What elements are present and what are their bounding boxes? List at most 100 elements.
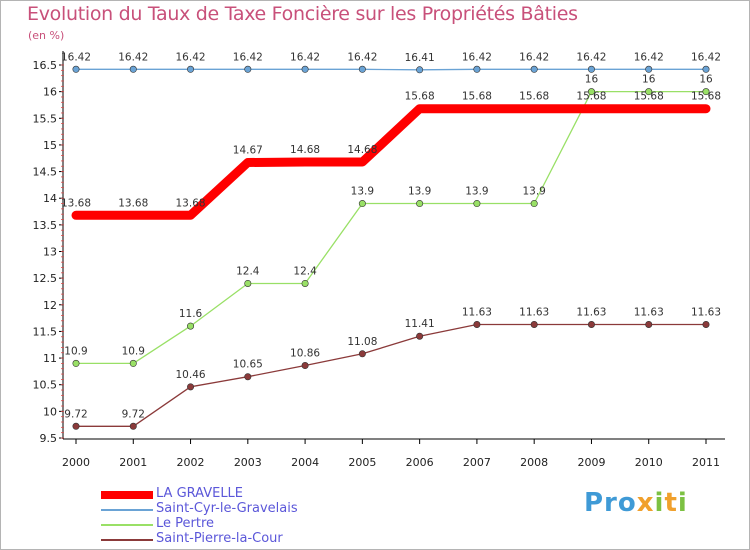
data-point bbox=[129, 359, 137, 367]
data-label: 16.42 bbox=[691, 51, 721, 63]
data-label: 16.41 bbox=[405, 52, 435, 64]
data-label: 11.63 bbox=[519, 307, 549, 319]
data-point bbox=[530, 65, 538, 73]
y-tick-label: 13 bbox=[43, 246, 57, 259]
data-label: 13.68 bbox=[118, 197, 148, 209]
data-label: 15.68 bbox=[519, 91, 549, 103]
legend-label: LA GRAVELLE bbox=[156, 486, 244, 501]
legend-swatch bbox=[101, 509, 153, 511]
data-label: 13.9 bbox=[408, 186, 431, 198]
legend-swatch bbox=[101, 491, 153, 499]
data-label: 16.42 bbox=[118, 51, 148, 63]
y-tick-label: 12.5 bbox=[33, 272, 58, 285]
y-tick-label: 15 bbox=[43, 139, 57, 152]
data-point bbox=[702, 65, 710, 73]
data-point bbox=[129, 65, 137, 73]
y-tick-label: 10.5 bbox=[33, 379, 58, 392]
data-label: 13.9 bbox=[351, 186, 374, 198]
series-line bbox=[75, 90, 707, 365]
data-label: 13.68 bbox=[61, 197, 91, 209]
data-point bbox=[530, 321, 538, 329]
chart-title: Evolution du Taux de Taxe Foncière sur l… bbox=[27, 3, 578, 25]
data-label: 10.65 bbox=[233, 359, 263, 371]
data-label: 16.42 bbox=[233, 51, 263, 63]
legend-label: Saint-Cyr-le-Gravelais bbox=[156, 501, 298, 516]
data-point bbox=[416, 200, 424, 208]
data-label: 11.08 bbox=[347, 336, 377, 348]
data-point bbox=[358, 65, 366, 73]
data-point bbox=[702, 321, 710, 329]
data-point bbox=[301, 279, 309, 287]
data-label: 11.41 bbox=[405, 318, 435, 330]
data-label: 14.68 bbox=[290, 144, 320, 156]
data-point bbox=[702, 88, 710, 96]
data-point bbox=[416, 332, 424, 340]
y-axis-unit: (en %) bbox=[28, 29, 65, 42]
data-label: 15.68 bbox=[405, 91, 435, 103]
data-label: 15.68 bbox=[462, 91, 492, 103]
data-label: 16.42 bbox=[634, 51, 664, 63]
data-point bbox=[645, 88, 653, 96]
x-tick-label: 2007 bbox=[463, 456, 491, 469]
data-label: 13.9 bbox=[465, 186, 488, 198]
y-tick-label: 11.5 bbox=[33, 325, 58, 338]
y-tick-label: 14 bbox=[43, 192, 57, 205]
data-label: 11.63 bbox=[691, 307, 721, 319]
y-tick-label: 15.5 bbox=[33, 112, 58, 125]
data-label: 11.6 bbox=[179, 308, 203, 320]
x-tick-label: 2006 bbox=[406, 456, 434, 469]
proxiti-logo: Proxiti bbox=[584, 488, 688, 518]
x-tick-label: 2004 bbox=[291, 456, 319, 469]
x-tick-label: 2000 bbox=[62, 456, 90, 469]
legend-label: Saint-Pierre-la-Cour bbox=[156, 531, 283, 546]
data-label: 16 bbox=[585, 74, 599, 86]
data-label: 16 bbox=[642, 74, 656, 86]
data-label: 16.42 bbox=[462, 51, 492, 63]
data-point bbox=[187, 65, 195, 73]
data-label: 15.68 bbox=[634, 91, 664, 103]
y-tick-label: 11 bbox=[43, 352, 57, 365]
data-point bbox=[301, 65, 309, 73]
y-tick-label: 13.5 bbox=[33, 219, 58, 232]
data-point bbox=[473, 321, 481, 329]
x-tick-label: 2011 bbox=[692, 456, 720, 469]
data-label: 16.42 bbox=[176, 51, 206, 63]
x-tick-label: 2003 bbox=[234, 456, 262, 469]
x-tick-label: 2001 bbox=[119, 456, 147, 469]
data-label: 16.42 bbox=[61, 51, 91, 63]
data-label: 16.42 bbox=[519, 51, 549, 63]
data-label: 11.63 bbox=[462, 307, 492, 319]
data-label: 15.68 bbox=[691, 91, 721, 103]
x-tick-label: 2005 bbox=[348, 456, 376, 469]
data-label: 14.67 bbox=[233, 145, 263, 157]
y-tick-label: 16.5 bbox=[33, 59, 58, 72]
data-point bbox=[416, 66, 424, 74]
series-line bbox=[75, 323, 707, 427]
x-tick-label: 2002 bbox=[177, 456, 205, 469]
data-label: 13.9 bbox=[522, 186, 545, 198]
data-labels: 16.42 16.42 16.42 16.42 16.42 16.42 16.41 16.42… bbox=[61, 51, 721, 420]
data-label: 11.63 bbox=[634, 307, 664, 319]
data-label: 9.72 bbox=[122, 408, 145, 420]
data-label: 10.9 bbox=[64, 345, 87, 357]
data-label: 10.9 bbox=[122, 345, 145, 357]
data-point bbox=[358, 200, 366, 208]
data-label: 14.68 bbox=[347, 144, 377, 156]
x-tick-label: 2008 bbox=[520, 456, 548, 469]
data-label: 10.46 bbox=[176, 369, 206, 381]
y-tick-label: 10 bbox=[43, 405, 57, 418]
data-point bbox=[72, 65, 80, 73]
data-label: 16.42 bbox=[347, 51, 377, 63]
data-point bbox=[473, 65, 481, 73]
series-lines bbox=[71, 68, 711, 427]
data-point bbox=[473, 200, 481, 208]
data-point bbox=[645, 321, 653, 329]
data-label: 12.4 bbox=[236, 265, 260, 277]
y-tick-label: 12 bbox=[43, 299, 57, 312]
x-tick-label: 2010 bbox=[635, 456, 663, 469]
y-tick-label: 9.5 bbox=[40, 432, 58, 445]
data-point bbox=[301, 362, 309, 370]
series-line bbox=[71, 104, 711, 220]
